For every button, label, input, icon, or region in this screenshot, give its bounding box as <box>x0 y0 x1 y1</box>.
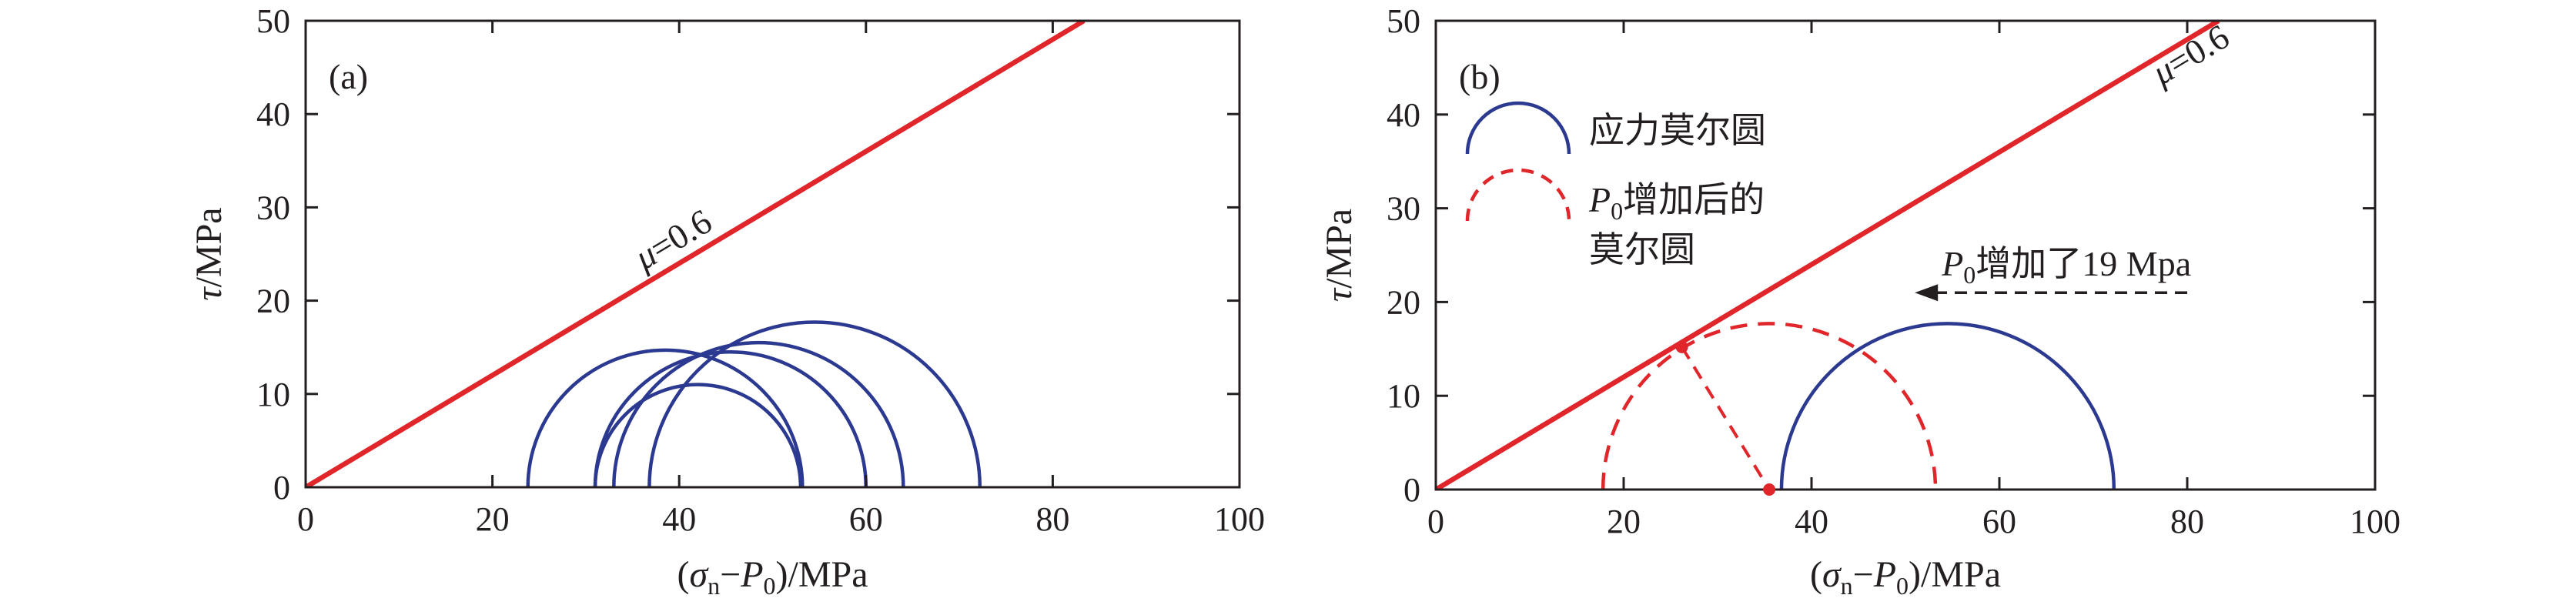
legend-label-2-line2: 莫尔圆 <box>1589 230 1695 269</box>
legend-label-2: P0增加后的 <box>1588 180 1765 225</box>
x-tick-label: 20 <box>1607 503 1641 540</box>
shift-annotation: P0增加了19 Mpa <box>1941 244 2191 289</box>
friction-line <box>306 21 1086 487</box>
mohr-circle-4 <box>612 340 905 487</box>
y-axis-title: τ/MPa <box>1319 209 1360 302</box>
panel-b: μ=0.6 0 20 40 60 80 100 0 10 20 30 40 50 (σn−P0)/MPa τ… <box>1319 2 2400 600</box>
x-tick-label: 60 <box>1982 503 2016 540</box>
mu-label: μ=0.6 <box>2145 17 2236 93</box>
x-tick-label: 40 <box>662 500 696 538</box>
mohr-circle-3 <box>593 350 868 487</box>
x-tick-label: 40 <box>1795 503 1828 540</box>
legend-glyph-solid <box>1465 101 1571 155</box>
mohr-circles <box>1601 322 2116 490</box>
x-tick-label: 60 <box>849 500 883 538</box>
x-axis-title: (σn−P0)/MPa <box>677 554 868 600</box>
x-tick-label: 20 <box>476 500 510 538</box>
friction-line <box>1436 21 2220 490</box>
plot-frame <box>304 19 1241 489</box>
x-tick-label: 100 <box>2350 503 2400 540</box>
y-tick-label: 30 <box>1387 190 1420 228</box>
plot-frame <box>1434 19 2377 491</box>
mohr-circle-2 <box>593 383 803 487</box>
y-tick-label: 20 <box>256 282 290 320</box>
y-axis-title: τ/MPa <box>189 207 229 300</box>
y-tick-label: 40 <box>1387 96 1420 134</box>
x-axis-title: (σn−P0)/MPa <box>1810 554 2001 600</box>
y-tick-label: 50 <box>256 2 290 40</box>
y-tick-label: 10 <box>1387 377 1420 415</box>
mohr-circle-1 <box>526 348 805 487</box>
y-tick-label: 0 <box>273 469 290 506</box>
y-tick-label: 40 <box>256 95 290 133</box>
mohr-circles <box>526 320 982 487</box>
y-tick-label: 0 <box>1403 471 1420 509</box>
x-tick-label: 0 <box>1427 503 1444 540</box>
y-tick-label: 20 <box>1387 283 1420 321</box>
y-tick-label: 50 <box>1387 2 1420 40</box>
panel-a: μ=0.60 20 40 60 80 10001020304050(σn−P0)/MPaτ… <box>189 2 1265 600</box>
shift-arrow-head <box>1915 284 1939 302</box>
x-tick-label: 80 <box>1035 500 1069 538</box>
panel-label: (a) <box>329 57 368 96</box>
legend-glyph-dashed <box>1465 168 1571 222</box>
x-tick-label: 0 <box>297 500 314 538</box>
mohr-circle-5 <box>647 320 982 487</box>
y-tick-label: 30 <box>256 189 290 226</box>
panel-label: (b) <box>1459 57 1500 96</box>
center-point <box>1763 483 1776 496</box>
contact-point <box>1675 340 1688 353</box>
x-tick-label: 80 <box>2170 503 2204 540</box>
radius-line <box>1680 346 1771 491</box>
mohr-circle-shifted-2 <box>1601 322 1938 490</box>
mohr-circle-1 <box>1779 322 2116 490</box>
y-tick-label: 10 <box>256 376 290 413</box>
x-tick-label: 100 <box>1214 500 1265 538</box>
legend-label-1: 应力莫尔圆 <box>1589 111 1766 150</box>
